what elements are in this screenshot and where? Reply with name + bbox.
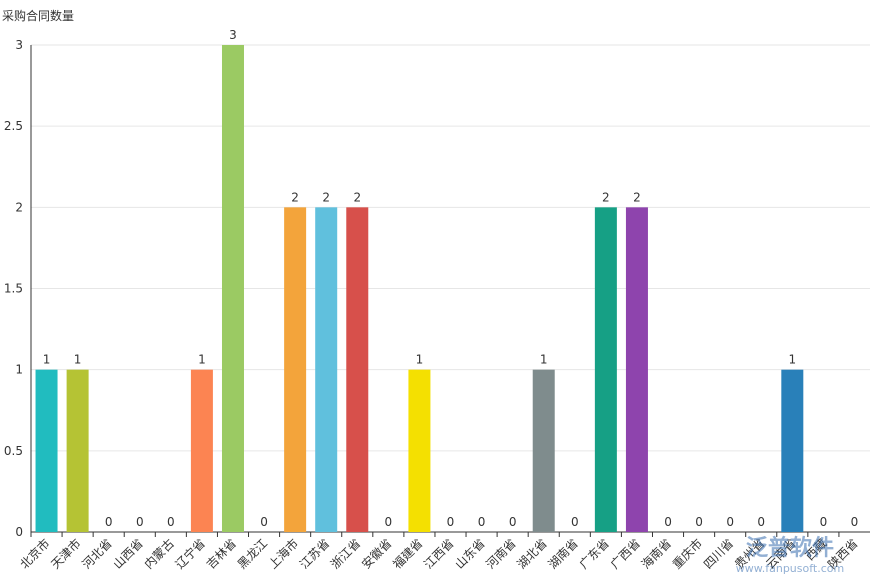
x-tick-label: 安徽省 xyxy=(358,536,394,572)
y-tick-label: 1 xyxy=(15,363,23,377)
watermark-url: www.fanpusoft.com xyxy=(736,562,844,575)
value-label: 3 xyxy=(229,28,237,42)
bar xyxy=(594,207,617,533)
y-tick-label: 2 xyxy=(15,200,23,214)
bar xyxy=(315,207,338,533)
x-tick-label: 江西省 xyxy=(421,536,456,571)
value-label: 0 xyxy=(167,515,175,529)
bar xyxy=(408,369,431,532)
y-tick-label: 0 xyxy=(15,525,23,539)
x-tick-label: 黑龙江 xyxy=(235,536,270,571)
value-label: 1 xyxy=(788,353,796,367)
value-label: 2 xyxy=(353,190,361,204)
x-tick-label: 内蒙古 xyxy=(141,536,177,572)
value-label: 2 xyxy=(322,190,330,204)
value-label: 0 xyxy=(851,515,859,529)
value-label: 0 xyxy=(478,515,486,529)
bar xyxy=(190,369,213,532)
x-tick-label: 北京市 xyxy=(17,536,53,572)
watermark: 泛普软件 xyxy=(746,535,834,561)
x-tick-label: 四川省 xyxy=(701,536,736,571)
x-tick-label: 上海市 xyxy=(265,536,301,572)
value-label: 1 xyxy=(198,353,206,367)
value-label: 2 xyxy=(602,190,610,204)
bar xyxy=(284,207,307,533)
value-label: 0 xyxy=(695,515,703,529)
y-tick-label: 0.5 xyxy=(4,444,23,458)
x-tick-label: 湖北省 xyxy=(514,536,550,572)
x-tick-label: 海南省 xyxy=(638,536,674,572)
value-label: 0 xyxy=(509,515,517,529)
value-label: 0 xyxy=(571,515,579,529)
bar xyxy=(66,369,89,532)
bar xyxy=(532,369,555,532)
x-tick-label: 河南省 xyxy=(483,536,519,572)
value-label: 1 xyxy=(74,353,82,367)
bar xyxy=(781,369,804,532)
x-tick-label: 吉林省 xyxy=(204,536,239,571)
y-axis-title: 采购合同数量 xyxy=(2,8,74,23)
value-label: 1 xyxy=(540,353,548,367)
bar xyxy=(35,369,58,532)
x-tick-label: 山东省 xyxy=(452,536,487,571)
value-label: 2 xyxy=(633,190,641,204)
x-tick-label: 湖南省 xyxy=(545,536,581,572)
x-tick-label: 山西省 xyxy=(111,536,146,571)
y-tick-label: 3 xyxy=(15,38,23,52)
bar xyxy=(346,207,369,533)
value-label: 1 xyxy=(416,353,424,367)
x-tick-label: 辽宁省 xyxy=(172,536,208,572)
x-tick-label: 江苏省 xyxy=(297,536,332,571)
value-label: 0 xyxy=(757,515,765,529)
value-label: 0 xyxy=(105,515,113,529)
value-label: 0 xyxy=(136,515,144,529)
value-label: 0 xyxy=(385,515,393,529)
bar xyxy=(221,45,244,532)
x-tick-label: 福建省 xyxy=(389,536,425,572)
bar xyxy=(625,207,648,533)
x-tick-label: 浙江省 xyxy=(328,536,363,571)
y-tick-label: 1.5 xyxy=(4,282,23,296)
value-label: 0 xyxy=(447,515,455,529)
value-label: 1 xyxy=(43,353,51,367)
x-tick-label: 广西省 xyxy=(608,536,643,571)
x-tick-label: 天津市 xyxy=(48,536,84,572)
y-tick-label: 2.5 xyxy=(4,119,23,133)
x-tick-label: 河北省 xyxy=(79,536,114,571)
value-label: 0 xyxy=(726,515,734,529)
x-tick-label: 重庆市 xyxy=(669,536,705,572)
value-label: 0 xyxy=(820,515,828,529)
value-label: 2 xyxy=(291,190,299,204)
x-tick-label: 广东省 xyxy=(577,536,612,571)
value-label: 0 xyxy=(260,515,268,529)
value-label: 0 xyxy=(664,515,672,529)
